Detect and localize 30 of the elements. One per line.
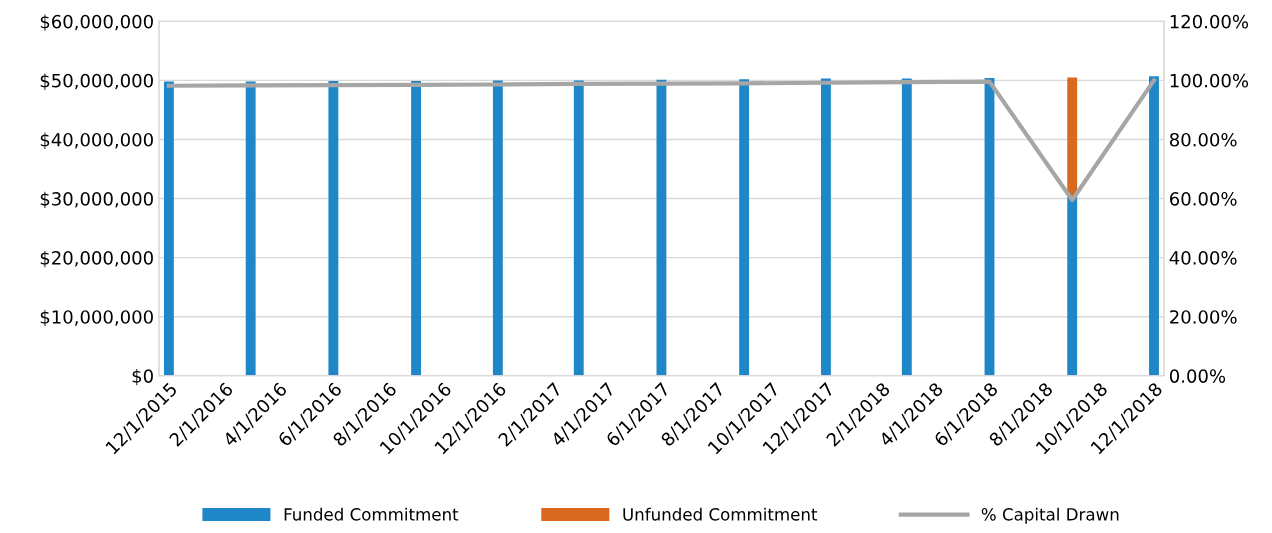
y2-tick-label: 100.00% [1170, 73, 1249, 88]
y-tick-label: $50,000,000 [40, 73, 153, 90]
bar [492, 80, 503, 376]
bar [573, 80, 584, 376]
y2-tick-label: 40.00% [1169, 251, 1237, 265]
y2-tick-label: 20.00% [1170, 310, 1237, 324]
y-tick-label: $20,000,000 [40, 250, 153, 268]
line-series [166, 78, 1157, 203]
bar [1067, 77, 1078, 198]
bar [1067, 197, 1078, 376]
bar [656, 79, 667, 376]
bar [245, 81, 256, 376]
bar [1149, 76, 1159, 376]
bar [739, 79, 750, 376]
y-tick-label: $40,000,000 [40, 132, 153, 149]
y2-tick-label: 80.00% [1169, 132, 1237, 147]
legend-label: Unfunded Commitment [623, 507, 818, 521]
bar [411, 80, 422, 376]
legend-label: Funded Commitment [284, 507, 459, 521]
y2-tick-label: 120.00% [1170, 14, 1249, 29]
y-tick-label: $30,000,000 [40, 191, 153, 209]
legend-label: % Capital Drawn [981, 507, 1119, 524]
y2-tick-label: 60.00% [1170, 192, 1237, 206]
bar [328, 80, 339, 376]
bar [820, 78, 831, 376]
y-tick-label: $60,000,000 [40, 14, 153, 31]
bar [163, 81, 174, 376]
y-tick-label: $10,000,000 [40, 309, 153, 327]
y2-tick-label: 0.00% [1169, 369, 1226, 383]
bar [901, 78, 912, 376]
